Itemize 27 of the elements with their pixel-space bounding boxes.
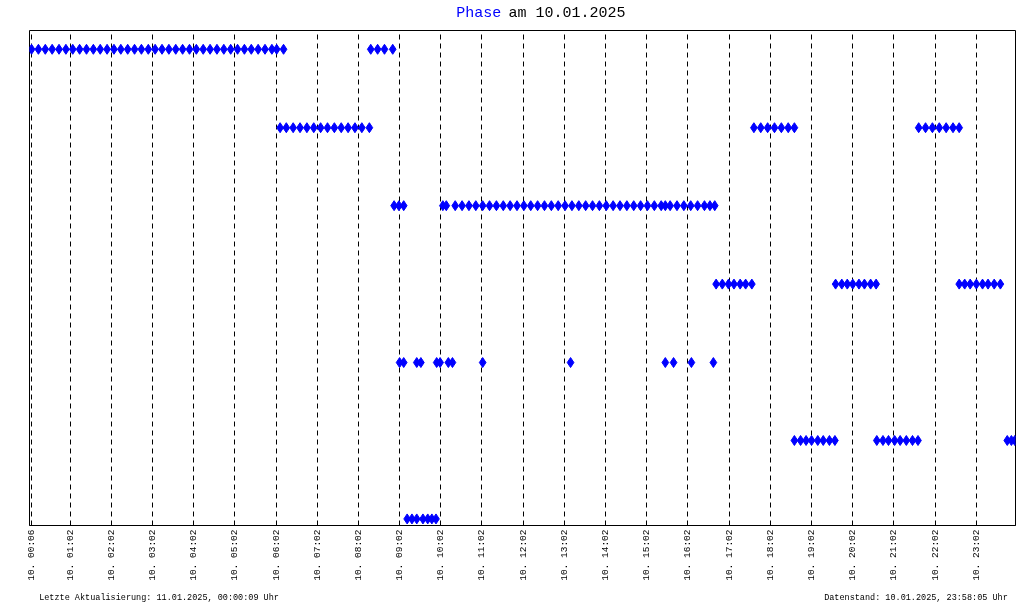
x-tick-label: 10. 16:02 xyxy=(682,529,694,581)
chart-title: Phase am 10.01.2025 xyxy=(456,4,626,22)
x-tick-label: 10. 01:02 xyxy=(64,529,76,581)
x-tick-label: 10. 17:02 xyxy=(723,529,735,581)
x-tick-label: 10. 04:02 xyxy=(188,529,200,581)
x-tick-label: 10. 05:02 xyxy=(229,529,241,581)
x-tick-label: 10. 03:02 xyxy=(146,529,158,581)
x-tick-label: 10. 09:02 xyxy=(394,529,406,581)
x-tick-label: 10. 19:02 xyxy=(806,529,818,581)
x-tick-label: 10. 02:02 xyxy=(105,529,117,581)
x-tick-label: 10. 07:02 xyxy=(311,529,323,581)
x-tick-label: 10. 08:02 xyxy=(352,529,364,581)
x-tick-label: 10. 00:06 xyxy=(26,529,38,581)
x-tick-label: 10. 23:02 xyxy=(970,529,982,581)
x-tick-label: 10. 14:02 xyxy=(600,529,612,581)
x-tick-label: 10. 21:02 xyxy=(888,529,900,581)
x-tick-label: 10. 13:02 xyxy=(558,529,570,581)
x-tick-label: 10. 22:02 xyxy=(929,529,941,581)
x-tick-label: 10. 12:02 xyxy=(517,529,529,581)
text: Datenstand: 10.01.2025, 23:58:05 Uhr xyxy=(824,592,1008,603)
x-tick-label: 10. 06:02 xyxy=(270,529,282,581)
x-tick-label: 10. 18:02 xyxy=(764,529,776,581)
x-tick-label: 10. 11:02 xyxy=(476,529,488,581)
x-tick-label: 10. 10:02 xyxy=(435,529,447,581)
x-tick-label: 10. 20:02 xyxy=(847,529,859,581)
text: Letzte Aktualisierung: 11.01.2025, 00:00:09 Uhr xyxy=(39,592,279,603)
x-tick-label: 10. 15:02 xyxy=(641,529,653,581)
